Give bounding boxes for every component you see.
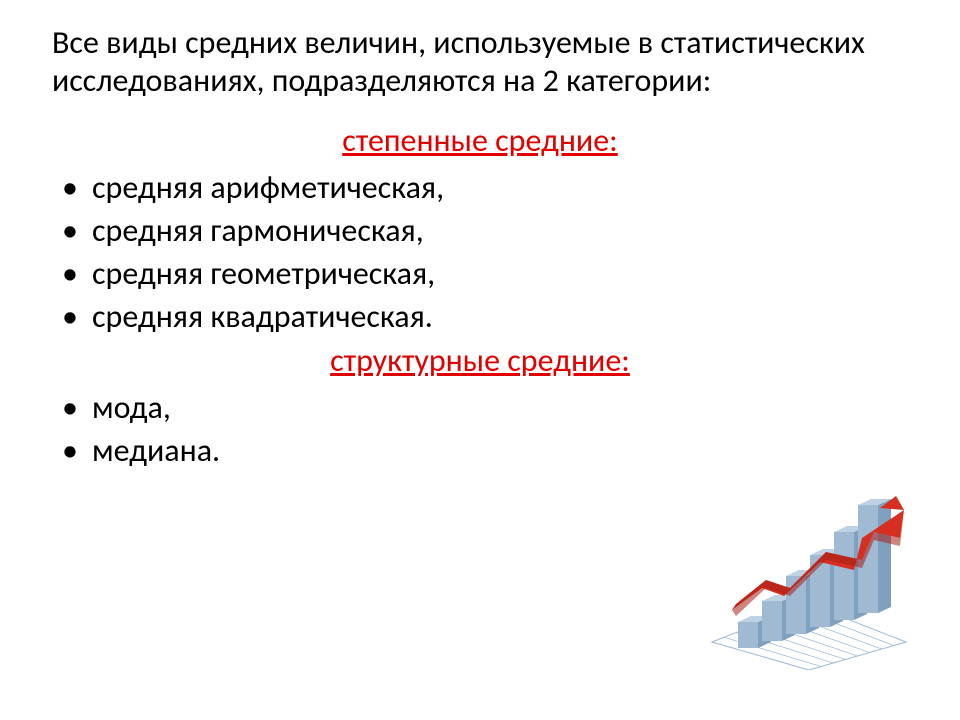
list-item: мода,	[52, 386, 908, 429]
list-item: средняя квадратическая.	[52, 295, 908, 338]
power-means-list: средняя арифметическая, средняя гармонич…	[0, 166, 960, 339]
list-item: средняя гармоническая,	[52, 209, 908, 252]
bar-chart-arrow-icon	[704, 492, 914, 670]
intro-paragraph: Все виды средних величин, используемые в…	[0, 24, 960, 119]
section-heading-1: степенные средние:	[0, 121, 960, 160]
slide: Все виды средних величин, используемые в…	[0, 0, 960, 720]
list-item: медиана.	[52, 429, 908, 472]
structural-means-list: мода, медиана.	[0, 386, 960, 472]
list-item: средняя арифметическая,	[52, 166, 908, 209]
section-heading-2: структурные средние:	[0, 341, 960, 380]
list-item: средняя геометрическая,	[52, 252, 908, 295]
